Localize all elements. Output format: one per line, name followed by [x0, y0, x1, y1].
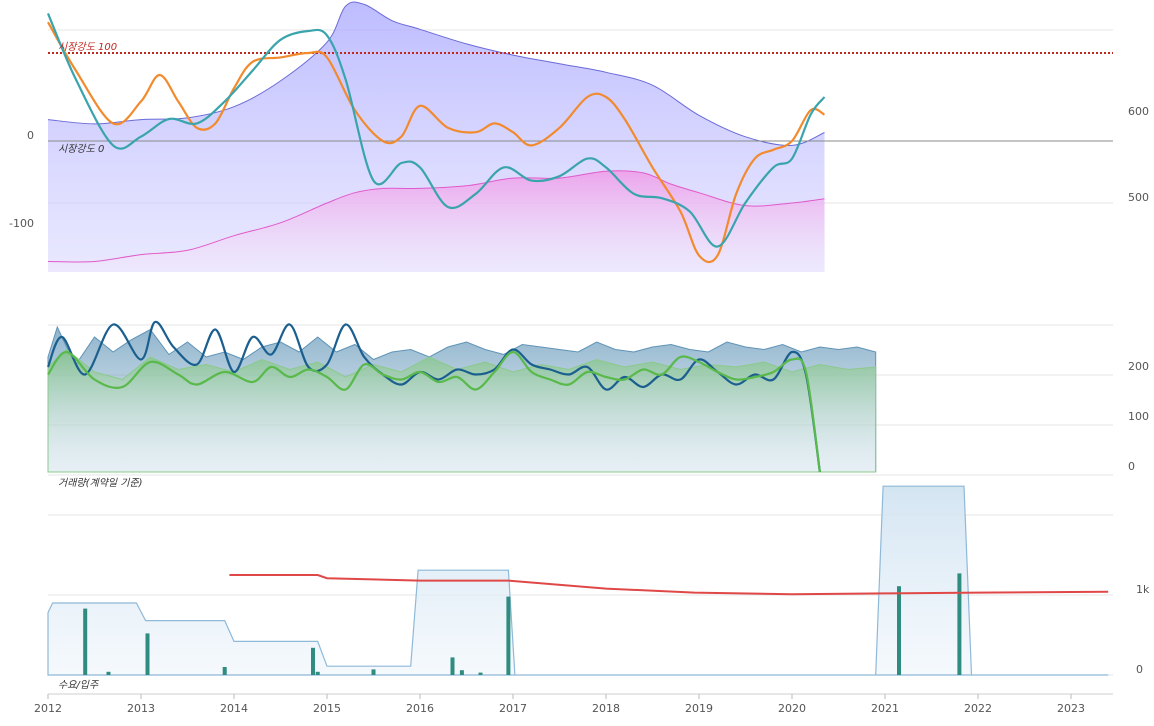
supply-bar: [83, 608, 88, 675]
right-tick-label: 1k: [1136, 583, 1150, 596]
supply-bar: [145, 633, 150, 675]
right-axis-ticks-price: 600 500: [1128, 105, 1149, 204]
volume-lines: [46, 320, 821, 473]
right-tick-label: 500: [1128, 191, 1149, 204]
price-lower-line: [47, 170, 825, 263]
supply-step-area: [47, 485, 1109, 676]
left-tick-label: 0: [27, 129, 34, 142]
x-tick-label: 2016: [406, 702, 434, 715]
supply-red-path: [229, 574, 1109, 596]
x-tick-label: 2020: [778, 702, 806, 715]
right-axis-ticks-supply: 1k 0: [1136, 583, 1150, 676]
x-tick-label: 2014: [220, 702, 248, 715]
x-tick-label: 2022: [964, 702, 992, 715]
price-lower-area: [48, 170, 825, 272]
supply-bar: [371, 669, 376, 675]
x-tick-label: 2015: [313, 702, 341, 715]
supply-bar: [106, 671, 111, 675]
supply-red-line: [229, 574, 1109, 596]
right-tick-label: 200: [1128, 360, 1149, 373]
x-tick-label: 2012: [34, 702, 62, 715]
strength-orange-line: [47, 21, 826, 264]
supply-bar: [957, 573, 962, 675]
x-axis-ticks: 2012 2013 2014 2015 2016 2017 2018 2019 2020 2021…: [34, 694, 1085, 715]
strength-teal-line: [46, 12, 826, 248]
volume-areas: [47, 325, 877, 473]
x-tick-label: 2017: [499, 702, 527, 715]
supply-bar: [222, 667, 227, 675]
volume-green-area: [47, 348, 877, 473]
supply-bar: [311, 647, 315, 675]
volume-green-line: [47, 350, 821, 473]
left-tick-label: -100: [9, 217, 34, 230]
strength-100-label: 시장강도 100: [58, 41, 117, 53]
price-upper-line: [47, 1, 825, 146]
strength-lines: [46, 12, 826, 264]
supply-bar: [450, 657, 455, 675]
supply-area: [47, 485, 1109, 676]
supply-bar: [459, 670, 464, 675]
x-tick-label: 2018: [592, 702, 620, 715]
strength-0-label: 시장강도 0: [58, 143, 104, 155]
supply-bar: [897, 586, 901, 675]
x-tick-label: 2013: [127, 702, 155, 715]
x-tick-label: 2023: [1057, 702, 1085, 715]
left-axis-ticks: 0 -100: [9, 129, 34, 230]
supply-label: 수요/입주: [58, 679, 99, 691]
volume-label: 거래량(계약일 기준): [58, 477, 143, 489]
supply-bars: [83, 573, 962, 675]
x-tick-label: 2019: [685, 702, 713, 715]
x-tick-label: 2021: [871, 702, 899, 715]
supply-bar: [315, 671, 320, 675]
right-tick-label: 600: [1128, 105, 1149, 118]
supply-bar: [478, 672, 483, 675]
right-tick-label: 0: [1136, 663, 1143, 676]
supply-bar: [506, 596, 511, 675]
price-areas: [47, 1, 825, 273]
right-tick-label: 0: [1128, 460, 1135, 473]
volume-navy-line: [46, 320, 821, 473]
right-tick-label: 100: [1128, 410, 1149, 423]
right-axis-ticks-volume: 200 100 0: [1128, 360, 1149, 473]
